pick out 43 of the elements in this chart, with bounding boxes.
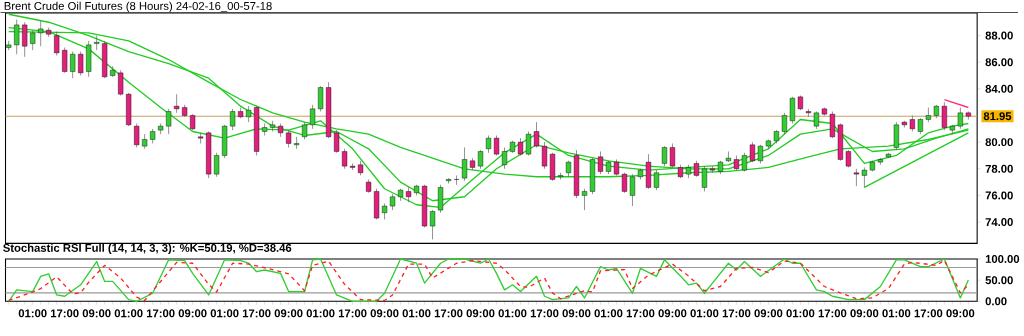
chart-title: Stochastic RSI Full (14, 14, 3, 3): %K=50.19, %D=38.46 <box>3 243 292 255</box>
x-tick-label: 17:00 <box>434 309 463 318</box>
x-tick-label: 01:00 <box>882 309 911 318</box>
x-tick-label: 17:00 <box>242 309 271 318</box>
y-tick-label: 84.00 <box>985 84 1013 93</box>
x-tick-label: 01:00 <box>114 309 143 318</box>
x-tick-label: 09:00 <box>658 309 687 318</box>
x-tick-label: 17:00 <box>818 309 847 318</box>
x-tick-label: 17:00 <box>338 309 367 318</box>
x-tick-label: 09:00 <box>370 309 399 318</box>
x-tick-label: 09:00 <box>274 309 303 318</box>
x-tick-label: 09:00 <box>82 309 111 318</box>
x-tick-label: 09:00 <box>562 309 591 318</box>
y-tick-label: 50.00 <box>985 276 1013 285</box>
y-tick-label: 76.00 <box>985 191 1013 200</box>
x-tick-label: 01:00 <box>18 309 47 318</box>
x-tick-label: 01:00 <box>786 309 815 318</box>
x-tick-label: 01:00 <box>306 309 335 318</box>
chart-title: Brent Crude Oil Futures (8 Hours) 24-02-16_00-57-18 <box>4 1 272 13</box>
y-tick-label: 86.00 <box>985 58 1013 67</box>
x-tick-label: 09:00 <box>178 309 207 318</box>
y-tick-label: 100.00 <box>985 255 1020 264</box>
x-tick-label: 17:00 <box>530 309 559 318</box>
x-tick-label: 01:00 <box>498 309 527 318</box>
ref-line-label: 81.95 <box>983 112 1012 121</box>
x-tick-label: 17:00 <box>146 309 175 318</box>
y-tick-label: 78.00 <box>985 164 1013 173</box>
x-tick-label: 17:00 <box>626 309 655 318</box>
x-tick-label: 09:00 <box>466 309 495 318</box>
y-tick-label: 80.00 <box>985 138 1013 147</box>
x-tick-label: 17:00 <box>914 309 943 318</box>
y-tick-label: 74.00 <box>985 218 1013 227</box>
y-tick-label: 0.00 <box>985 297 1007 306</box>
x-tick-label: 09:00 <box>946 309 975 318</box>
x-tick-label: 01:00 <box>690 309 719 318</box>
y-tick-label: 88.00 <box>985 31 1013 40</box>
x-tick-label: 09:00 <box>850 309 879 318</box>
x-tick-label: 01:00 <box>402 309 431 318</box>
x-tick-label: 01:00 <box>210 309 239 318</box>
x-tick-label: 17:00 <box>722 309 751 318</box>
x-tick-label: 01:00 <box>594 309 623 318</box>
x-tick-label: 17:00 <box>50 309 79 318</box>
x-tick-label: 09:00 <box>754 309 783 318</box>
